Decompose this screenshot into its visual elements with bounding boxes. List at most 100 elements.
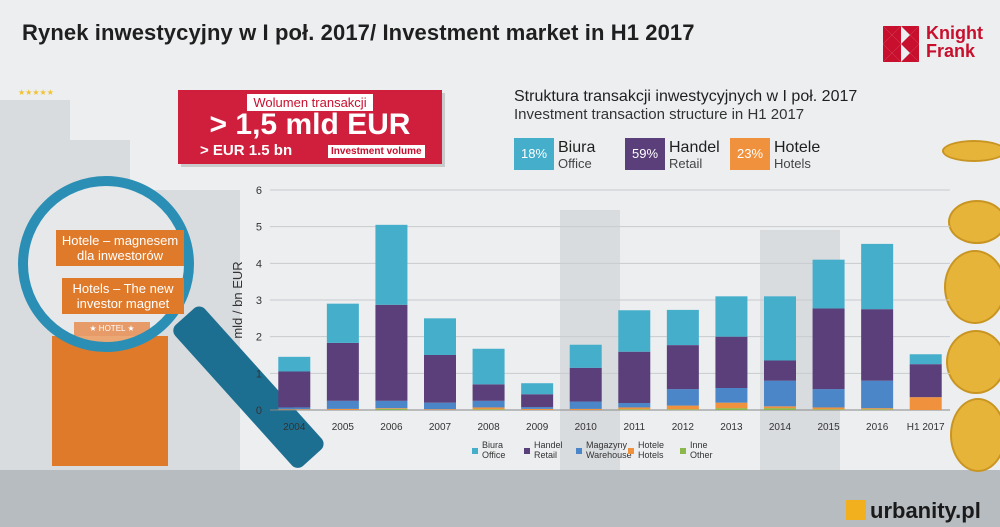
bar-segment [424, 318, 456, 355]
x-tick-label: 2014 [769, 422, 792, 433]
share-hotels-pct: 23% [730, 138, 770, 170]
x-tick-label: 2007 [429, 422, 452, 433]
bar-segment [278, 356, 311, 372]
bar-segment [569, 408, 602, 410]
coin-stack [946, 330, 1000, 394]
bar-segment [375, 304, 408, 401]
bar-segment [715, 336, 748, 388]
volume-label-pl: Wolumen transakcji [247, 94, 373, 111]
bar-segment [618, 409, 651, 410]
y-tick-label: 0 [256, 405, 262, 417]
bar-segment [909, 364, 942, 398]
bar-segment [666, 345, 699, 390]
share-retail: 59% Handel Retail [625, 138, 735, 171]
bar-segment [861, 309, 894, 381]
investment-chart: 0 1 2 3 4 5 6 mld / bn EUR 2004 2005 2006 2007 2008 2… [230, 185, 950, 460]
legend-swatch [628, 448, 634, 454]
hotel-building [52, 336, 168, 466]
bar-segment [764, 408, 796, 410]
street [0, 470, 1000, 527]
bar-segment [715, 388, 748, 403]
bar-segment [375, 408, 408, 409]
y-axis-label: mld / bn EUR [230, 261, 245, 338]
bar-segment [861, 380, 894, 409]
legend-label: Biura [482, 440, 503, 450]
bar-segment [666, 405, 699, 410]
volume-label-en: Investment volume [328, 145, 425, 158]
bar-segment [278, 407, 311, 410]
bar-segment [861, 409, 894, 410]
coin-stack [942, 140, 1000, 162]
volume-value-pl: > 1,5 mld EUR [209, 108, 411, 141]
bar-segment [569, 401, 602, 409]
bar-segment [618, 403, 651, 408]
y-tick-label: 5 [256, 222, 262, 234]
knight-frank-logo [883, 26, 919, 62]
legend-label: Inne [690, 440, 708, 450]
bar-segment [424, 402, 456, 410]
hotel-stars: ★★★★★ [18, 88, 54, 97]
x-tick-label: H1 2017 [907, 422, 945, 433]
bar-segment [909, 354, 942, 365]
bar-segment [326, 408, 359, 410]
legend-swatch [472, 448, 478, 454]
bar-segment [812, 259, 845, 309]
x-tick-label: 2008 [477, 422, 500, 433]
legend-label: Warehouse [586, 450, 632, 460]
bar-segment [666, 309, 699, 346]
share-retail-pct: 59% [625, 138, 665, 170]
bar-segment [861, 408, 894, 410]
volume-value-en: > EUR 1.5 bn [200, 142, 293, 159]
bar-segment [861, 243, 894, 310]
legend-swatch [524, 448, 530, 454]
legend-label: Magazyny [586, 440, 628, 450]
x-tick-label: 2012 [672, 422, 695, 433]
page-title: Rynek inwestycyjny w I poł. 2017/ Invest… [22, 20, 695, 45]
volume-box: Wolumen transakcji > 1,5 mld EUR > EUR 1… [178, 90, 442, 164]
x-tick-label: 2005 [332, 422, 355, 433]
bar-segment [424, 409, 456, 410]
bar-segment [472, 407, 505, 410]
bar-segment [375, 224, 408, 305]
bar-segment [375, 408, 408, 410]
bar-segment [472, 400, 505, 408]
bar-segment [666, 409, 699, 410]
bar-segment [715, 296, 748, 337]
bar-segment [764, 406, 796, 409]
legend-label: Office [482, 450, 505, 460]
coin-stack [944, 250, 1000, 324]
x-tick-label: 2004 [283, 422, 306, 433]
watermark: urbanity.pl [870, 498, 981, 523]
bar-segment [618, 310, 651, 352]
bar-segment [472, 409, 505, 410]
structure-title-pl: Struktura transakcji inwestycyjnych w I … [514, 88, 858, 105]
bar-segment [812, 389, 845, 408]
share-office-pct: 18% [514, 138, 554, 170]
bar-segment [521, 408, 554, 410]
legend-label: Other [690, 450, 713, 460]
legend-label: Hotels [638, 450, 664, 460]
bar-segment [278, 371, 311, 408]
x-tick-label: 2011 [624, 422, 646, 433]
logo-text: Knight Frank [926, 23, 983, 61]
bar-segment [569, 344, 602, 368]
bar-segment [618, 407, 651, 410]
bar-segment [666, 389, 699, 406]
x-tick-label: 2010 [575, 422, 598, 433]
urbanity-icon [846, 500, 866, 520]
bar-segment [326, 342, 359, 401]
bar-segment [521, 394, 554, 408]
legend-swatch [680, 448, 686, 454]
y-tick-label: 6 [256, 185, 262, 197]
bar-segment [569, 367, 602, 402]
bar-segment [764, 296, 796, 361]
x-tick-label: 2015 [817, 422, 840, 433]
bar-segment [521, 383, 554, 395]
bar-segment [812, 409, 845, 410]
bar-segment [715, 408, 748, 410]
bar-segment [812, 308, 845, 390]
legend-swatch [576, 448, 582, 454]
bar-segment [278, 409, 311, 410]
bar-segment [424, 355, 456, 403]
x-tick-label: 2009 [526, 422, 549, 433]
